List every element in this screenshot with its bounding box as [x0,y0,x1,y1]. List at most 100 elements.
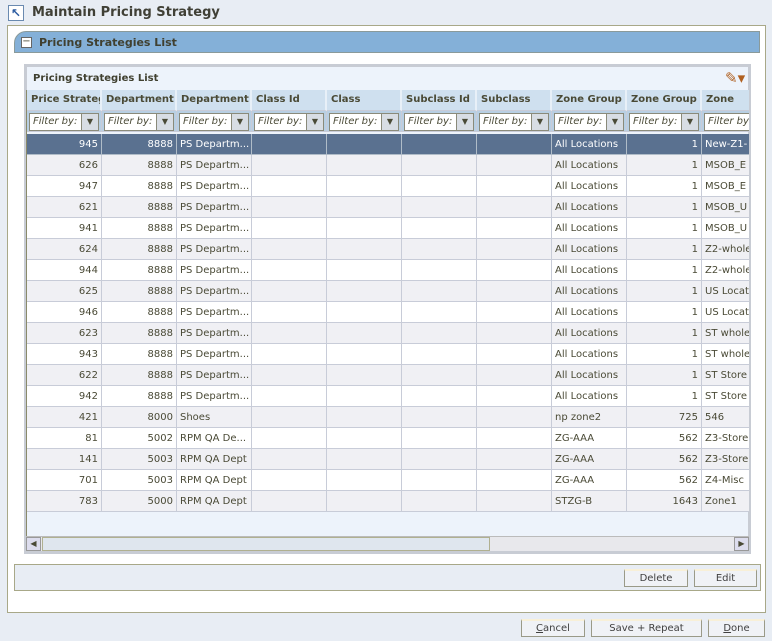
column-header[interactable]: Class Id [252,90,327,111]
table-cell: Shoes [177,407,252,428]
cancel-button[interactable]: Cancel [521,619,585,637]
filter-input[interactable]: Filter by:▼ [329,113,399,131]
table-cell [477,428,552,449]
table-cell: ST whole [702,344,749,365]
table-cell [402,134,477,155]
table-row[interactable]: 941 8888 PS Departm... All Locations 1 MSOB_U [27,218,749,239]
table-cell [402,449,477,470]
dropdown-arrow-icon[interactable]: ▼ [531,114,548,130]
table-cell [402,407,477,428]
table-cell: All Locations [552,302,627,323]
table-cell: 941 [27,218,102,239]
table-cell [252,407,327,428]
table-row[interactable]: 701 5003 RPM QA Dept ZG-AAA 562 Z4-Misc [27,470,749,491]
filter-input[interactable]: Filter by:▼ [629,113,699,131]
filter-input[interactable]: Filter by:▼ [104,113,174,131]
dropdown-arrow-icon[interactable]: ▼ [81,114,98,130]
column-header[interactable]: Department [177,90,252,111]
column-header[interactable]: Zone Group [552,90,627,111]
table-cell [402,428,477,449]
table-cell [252,260,327,281]
table-row[interactable]: 944 8888 PS Departm... All Locations 1 Z2-who… [27,260,749,281]
filter-input[interactable]: Filter by:▼ [29,113,99,131]
table-row[interactable]: 946 8888 PS Departm... All Locations 1 US Loc… [27,302,749,323]
table-row[interactable]: 623 8888 PS Departm... All Locations 1 ST who… [27,323,749,344]
column-header[interactable]: Zone Group Id [627,90,702,111]
dropdown-arrow-icon[interactable]: ▼ [381,114,398,130]
table-row[interactable]: 625 8888 PS Departm... All Locations 1 US Loc… [27,281,749,302]
table-cell [252,218,327,239]
column-header[interactable]: Subclass Id [402,90,477,111]
table-cell: 942 [27,386,102,407]
table-row[interactable]: 947 8888 PS Departm... All Locations 1 MSOB_E [27,176,749,197]
table-cell [402,386,477,407]
filter-placeholder: Filter by: [483,116,528,127]
filter-cell: Filter by:▼ [552,111,627,132]
table-cell: 8888 [102,344,177,365]
column-header[interactable]: Subclass [477,90,552,111]
table-cell [402,260,477,281]
table-row[interactable]: 783 5000 RPM QA Dept STZG-B 1643 Zone1 [27,491,749,512]
delete-button[interactable]: Delete [624,569,688,587]
table-cell: 546 [702,407,749,428]
dropdown-arrow-icon[interactable]: ▼ [306,114,323,130]
table-row[interactable]: 945 8888 PS Departm... All Locations 1 New-Z1… [27,134,749,155]
table-cell: MSOB_E [702,155,749,176]
table-row[interactable]: 626 8888 PS Departm... All Locations 1 MSOB_E [27,155,749,176]
table-cell [402,239,477,260]
table-cell: 1 [627,344,702,365]
edit-button[interactable]: Edit [694,569,757,587]
done-button[interactable]: Done [708,619,765,637]
table-cell [327,281,402,302]
table-cell [327,260,402,281]
table-cell [477,323,552,344]
panel-title: Pricing Strategies List [33,73,159,84]
table-row[interactable]: 942 8888 PS Departm... All Locations 1 ST Sto… [27,386,749,407]
filter-placeholder: Filter by: [33,116,78,127]
table-cell [252,197,327,218]
table-cell: All Locations [552,155,627,176]
dropdown-arrow-icon[interactable]: ▼ [681,114,698,130]
table-cell: 624 [27,239,102,260]
column-header[interactable]: Price Strategy [27,90,102,111]
pencil-icon[interactable]: ✎▾ [725,69,746,87]
filter-row: Filter by: ▼ Filter by: ▼ Filter by: ▼ Filter … [27,111,749,132]
table-cell [252,239,327,260]
horizontal-scrollbar[interactable]: ◀ ▶ [26,536,749,551]
filter-input[interactable]: Filter by:▼ [254,113,324,131]
table-cell: PS Departm... [177,281,252,302]
table-cell: 8888 [102,176,177,197]
dropdown-arrow-icon[interactable]: ▼ [156,114,173,130]
collapse-icon[interactable]: − [21,36,32,48]
table-cell: 1 [627,323,702,344]
dropdown-arrow-icon[interactable]: ▼ [456,114,473,130]
table-cell: 622 [27,365,102,386]
table-cell: 8888 [102,365,177,386]
table-row[interactable]: 622 8888 PS Departm... All Locations 1 ST Sto… [27,365,749,386]
scroll-thumb[interactable] [42,537,490,551]
dropdown-arrow-icon[interactable]: ▼ [606,114,623,130]
table-cell [402,491,477,512]
filter-input[interactable]: Filter by:▼ [479,113,549,131]
column-header[interactable]: Class [327,90,402,111]
table-row[interactable]: 621 8888 PS Departm... All Locations 1 MSOB_U [27,197,749,218]
column-header[interactable]: Department Id [102,90,177,111]
arrow-up-left-icon[interactable]: ↖ [8,5,24,21]
table-row[interactable]: 943 8888 PS Departm... All Locations 1 ST who… [27,344,749,365]
scroll-right-icon[interactable]: ▶ [734,537,749,551]
scroll-left-icon[interactable]: ◀ [26,537,41,551]
filter-input[interactable]: Filter by:▼ [404,113,474,131]
filter-input[interactable]: Filter by:▼ [179,113,249,131]
table-row[interactable]: 141 5003 RPM QA Dept ZG-AAA 562 Z3-Store [27,449,749,470]
filter-input[interactable]: Filter by:▼ [554,113,624,131]
save-repeat-button[interactable]: Save + Repeat [591,619,702,637]
table-row[interactable]: 81 5002 RPM QA De... ZG-AAA 562 Z3-Store [27,428,749,449]
filter-input[interactable]: Filter by:▼ [704,113,749,131]
table-row[interactable]: 624 8888 PS Departm... All Locations 1 Z2-who… [27,239,749,260]
table-cell: 8888 [102,260,177,281]
table-cell [402,302,477,323]
column-header[interactable]: Zone [702,90,749,111]
table-row[interactable]: 421 8000 Shoes np zone2 725 546 [27,407,749,428]
dropdown-arrow-icon[interactable]: ▼ [231,114,248,130]
table-cell: 625 [27,281,102,302]
